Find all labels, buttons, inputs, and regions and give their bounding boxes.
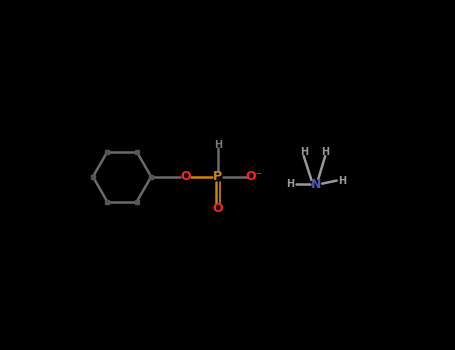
Text: N: N — [311, 178, 321, 191]
Text: H: H — [321, 147, 329, 157]
Text: H: H — [287, 180, 295, 189]
Text: P: P — [213, 170, 222, 183]
Text: O: O — [180, 170, 191, 183]
Text: H: H — [300, 147, 308, 157]
Text: H: H — [214, 140, 222, 149]
Text: O⁻: O⁻ — [245, 170, 263, 183]
Text: H: H — [338, 176, 346, 186]
Text: O: O — [212, 202, 223, 216]
